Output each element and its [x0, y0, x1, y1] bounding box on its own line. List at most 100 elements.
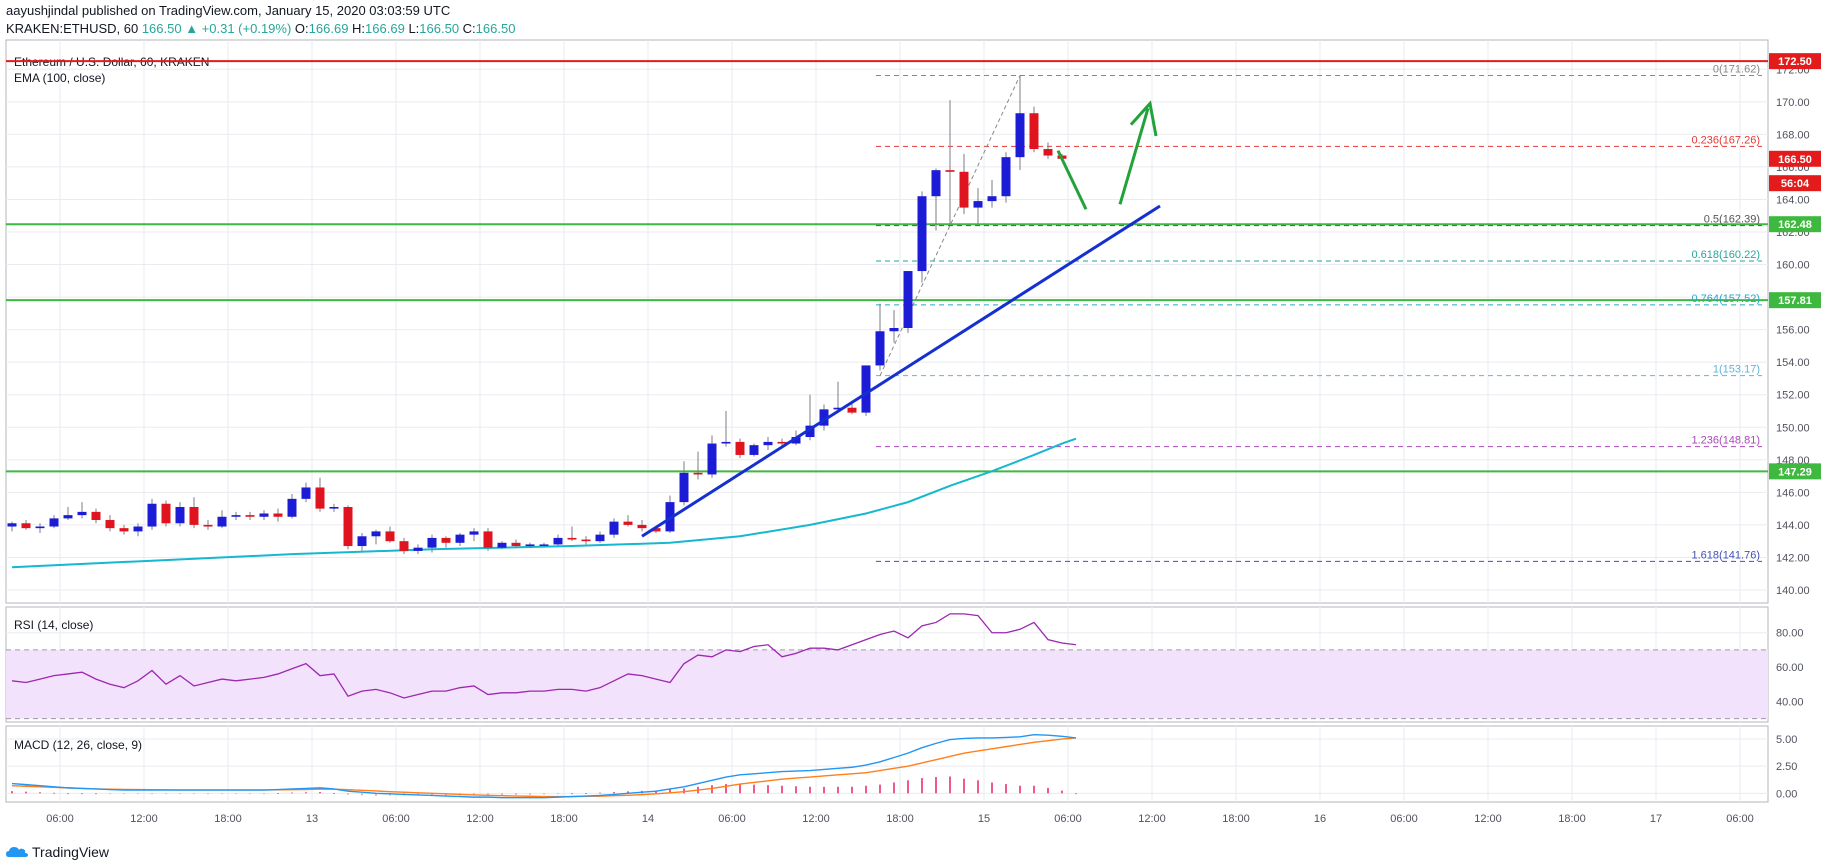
- price-tag-label: 157.81: [1778, 295, 1812, 307]
- x-tick-label: 12:00: [1138, 813, 1166, 825]
- candle-up: [833, 407, 843, 410]
- macd-histogram-bar: [333, 793, 335, 794]
- x-tick-label: 12:00: [1474, 813, 1502, 825]
- macd-histogram-bar: [263, 793, 265, 795]
- close-value: 166.50: [475, 21, 516, 36]
- macd-histogram-bar: [39, 792, 41, 794]
- macd-histogram-bar: [1033, 785, 1035, 794]
- open-label: O:: [294, 21, 309, 36]
- publisher-line: aayushjindal published on TradingView.co…: [6, 3, 451, 18]
- candle-down: [623, 521, 633, 525]
- macd-histogram-bar: [361, 793, 363, 796]
- macd-histogram-bar: [11, 791, 13, 794]
- candle-down: [189, 506, 199, 525]
- candle-down: [245, 515, 255, 517]
- macd-histogram-bar: [95, 793, 97, 795]
- macd-histogram-bar: [599, 792, 601, 794]
- macd-histogram-bar: [823, 786, 825, 794]
- close-label: C:: [462, 21, 476, 36]
- candle-down: [735, 441, 745, 455]
- x-tick-label: 18:00: [1558, 813, 1586, 825]
- macd-histogram-bar: [991, 782, 993, 794]
- y-tick-label: 144.00: [1776, 520, 1810, 532]
- macd-histogram-bar: [109, 793, 111, 795]
- candle-up: [77, 511, 87, 516]
- candle-down: [385, 531, 395, 542]
- macd-histogram-bar: [319, 792, 321, 794]
- macd-histogram-bar: [235, 793, 237, 795]
- macd-title: MACD (12, 26, close, 9): [14, 738, 142, 752]
- fib-level-label: 1(153.17): [1713, 364, 1760, 376]
- x-tick-label: 14: [642, 813, 654, 825]
- y-tick-label: 60.00: [1776, 662, 1804, 674]
- candle-up: [469, 531, 479, 535]
- forecast-arrow-down: [1056, 150, 1088, 210]
- candle-up: [861, 365, 871, 413]
- macd-histogram-bar: [893, 782, 895, 794]
- candle-down: [161, 503, 171, 524]
- candle-down: [637, 524, 647, 529]
- x-tick-label: 06:00: [46, 813, 74, 825]
- price-tag: [1769, 216, 1821, 233]
- macd-histogram-bar: [487, 793, 489, 796]
- candle-up: [357, 536, 367, 547]
- fib-level-label: 1.236(148.81): [1692, 435, 1761, 447]
- candle-up: [539, 544, 549, 546]
- macd-histogram-bar: [725, 784, 727, 794]
- candle-up: [231, 515, 241, 517]
- candle-down: [959, 171, 969, 208]
- macd-histogram-bar: [949, 776, 951, 794]
- macd-histogram-bar: [711, 785, 713, 794]
- candle-down: [777, 441, 787, 444]
- x-tick-label: 15: [978, 813, 990, 825]
- candle-up: [721, 441, 731, 444]
- y-tick-label: 170.00: [1776, 97, 1810, 109]
- candle-down: [511, 542, 521, 547]
- y-tick-label: 5.00: [1776, 734, 1797, 746]
- y-tick-label: 40.00: [1776, 696, 1804, 708]
- fib-level-label: 0.5(162.39): [1704, 214, 1760, 226]
- macd-signal-line: [11, 737, 1077, 798]
- brand-label: TradingView: [32, 844, 110, 860]
- candle-up: [973, 201, 983, 208]
- macd-histogram-bar: [123, 793, 125, 795]
- price-tag: [1769, 53, 1821, 70]
- macd-histogram-bar: [305, 792, 307, 794]
- bullish-trend-line: [641, 204, 1161, 538]
- macd-histogram-bar: [529, 793, 531, 795]
- macd-histogram-bar: [627, 791, 629, 794]
- macd-histogram-bar: [137, 793, 139, 795]
- candle-up: [259, 513, 269, 517]
- macd-histogram-bar: [543, 793, 545, 795]
- y-tick-label: 164.00: [1776, 194, 1810, 206]
- candle-up: [287, 498, 297, 517]
- rsi-title: RSI (14, close): [14, 618, 93, 632]
- change-label: 166.50 ▲ +0.31 (+0.19%): [141, 21, 292, 36]
- candle-up: [35, 526, 45, 529]
- candle-up: [917, 196, 927, 272]
- candle-up: [413, 547, 423, 551]
- x-tick-label: 13: [306, 813, 318, 825]
- symbol-label: KRAKEN:ETHUSD, 60: [6, 21, 139, 36]
- tradingview-brand[interactable]: TradingView: [6, 844, 109, 860]
- price-tag-label: 147.29: [1778, 466, 1812, 478]
- x-tick-label: 18:00: [214, 813, 242, 825]
- macd-histogram-bar: [907, 780, 909, 794]
- candle-up: [427, 537, 437, 548]
- macd-histogram-bar: [571, 793, 573, 795]
- candle-up: [931, 170, 941, 197]
- price-tag: [1769, 175, 1821, 192]
- candle-down: [1029, 113, 1039, 150]
- y-tick-label: 160.00: [1776, 260, 1810, 272]
- candle-down: [105, 520, 115, 529]
- price-tag-label: 166.50: [1778, 154, 1812, 166]
- macd-histogram-bar: [249, 793, 251, 795]
- price-tag-label: 162.48: [1778, 219, 1812, 231]
- y-tick-label: 156.00: [1776, 325, 1810, 337]
- candle-up: [7, 523, 17, 527]
- macd-histogram-bar: [25, 791, 27, 794]
- candle-up: [525, 544, 535, 547]
- ema-label: EMA (100, close): [14, 71, 105, 85]
- y-tick-label: 2.50: [1776, 761, 1797, 773]
